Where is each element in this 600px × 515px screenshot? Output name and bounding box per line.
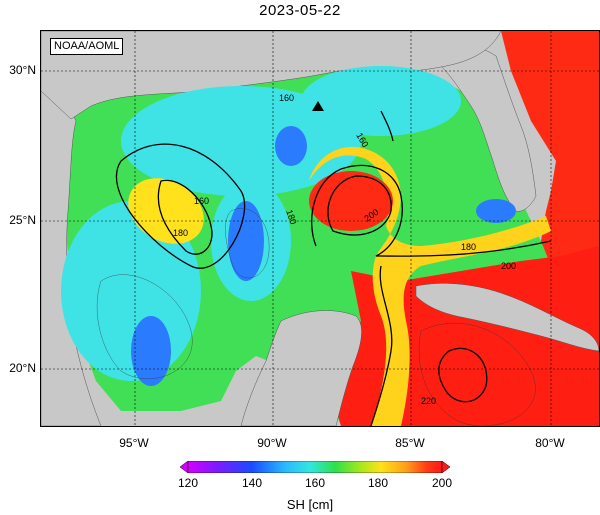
cyan-region-north-east <box>301 66 461 136</box>
lat-label-25n: 25°N <box>9 213 36 227</box>
colorbar-tick-140: 140 <box>241 476 263 490</box>
colorbar <box>179 460 451 480</box>
lat-label-30n: 30°N <box>9 63 36 77</box>
cyan-region-north <box>121 86 361 196</box>
contour-label: 160 <box>279 93 294 103</box>
yucatan-land <box>240 310 362 426</box>
contour-label: 180 <box>173 228 188 238</box>
colorbar-tick-180: 180 <box>367 476 389 490</box>
colorbar-tick-200: 200 <box>431 476 453 490</box>
contour-label: 180 <box>284 208 299 226</box>
station-marker-triangle-icon <box>312 101 324 111</box>
sea-height-map: 160 160 180 160 180 200 180 180 200 220 <box>41 31 599 426</box>
blue-patch-southwest <box>131 316 171 386</box>
lat-label-20n: 20°N <box>9 361 36 375</box>
contour-lines <box>115 110 552 426</box>
colorbar-label: SH [cm] <box>286 497 334 512</box>
blue-patch-north <box>275 126 307 166</box>
colorbar-tick-160: 160 <box>304 476 326 490</box>
red-warm-eddy <box>309 171 393 231</box>
lon-label-95w: 95°W <box>119 436 149 450</box>
thin-contour-lines <box>96 208 536 426</box>
blue-patch-east <box>476 199 516 223</box>
lon-label-90w: 90°W <box>257 436 287 450</box>
contour-label: 200 <box>501 261 516 271</box>
map-area: 160 160 180 160 180 200 180 180 200 220 <box>40 30 600 427</box>
colorbar-tick-120: 120 <box>177 476 199 490</box>
lon-label-80w: 80°W <box>535 436 565 450</box>
blue-patch-center <box>228 201 264 281</box>
contour-label: 160 <box>194 196 209 206</box>
florida-land <box>440 43 537 212</box>
grid-lines <box>41 31 599 426</box>
noaa-aoml-watermark: NOAA/AOML <box>50 38 124 55</box>
contour-label: 220 <box>421 396 436 406</box>
map-title: 2023-05-22 <box>259 2 341 19</box>
us-coast-land <box>41 31 502 120</box>
lon-label-85w: 85°W <box>395 436 425 450</box>
yellow-eddy-west <box>128 178 204 244</box>
contour-label: 180 <box>461 242 476 252</box>
